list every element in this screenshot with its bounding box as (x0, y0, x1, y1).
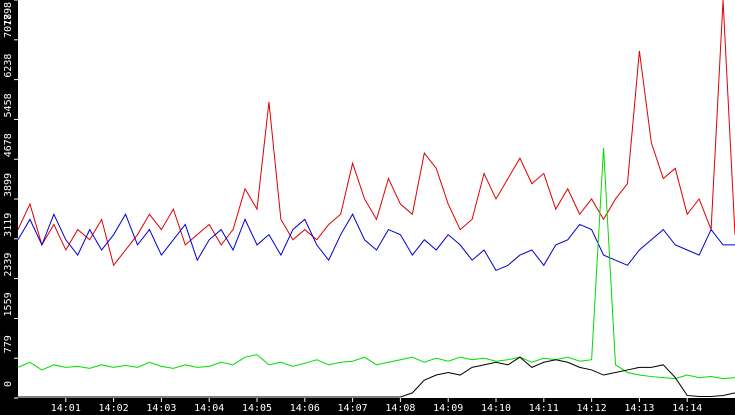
x-tick-label: 14:01 (51, 403, 81, 414)
x-tick-label: 14:06 (290, 403, 320, 414)
y-tick-label: 779 (3, 335, 14, 353)
y-tick-label: 6238 (3, 54, 14, 78)
x-tick-label: 14:10 (481, 403, 511, 414)
y-tick-label: 2339 (3, 253, 14, 277)
y-tick-label: 7798 (3, 2, 14, 26)
y-tick-label: 1559 (3, 292, 14, 316)
x-tick-label: 14:02 (99, 403, 129, 414)
x-tick-label: 14:03 (146, 403, 176, 414)
x-tick-label: 14:09 (433, 403, 463, 414)
x-tick-label: 14:08 (385, 403, 415, 414)
x-tick-label: 14:14 (672, 403, 702, 414)
y-tick-label: 4678 (3, 133, 14, 157)
y-axis-strip (0, 0, 18, 415)
y-tick-label: 7018 (3, 14, 14, 38)
x-tick-label: 14:05 (242, 403, 272, 414)
x-tick-label: 14:04 (194, 403, 224, 414)
x-tick-label: 14:11 (529, 403, 559, 414)
series-line (17, 147, 735, 380)
y-tick-label: 5458 (3, 93, 14, 117)
y-tick-label: 3899 (3, 173, 14, 197)
series-line (17, 0, 735, 267)
x-tick-label: 14:12 (577, 403, 607, 414)
x-tick-label: 14:07 (338, 403, 368, 414)
y-tick-label: 0 (3, 381, 14, 387)
x-tick-label: 14:13 (624, 403, 654, 414)
series-line (17, 212, 735, 272)
series-line (18, 356, 735, 398)
x-axis-strip (0, 398, 735, 415)
y-tick-label: 3119 (3, 213, 14, 237)
